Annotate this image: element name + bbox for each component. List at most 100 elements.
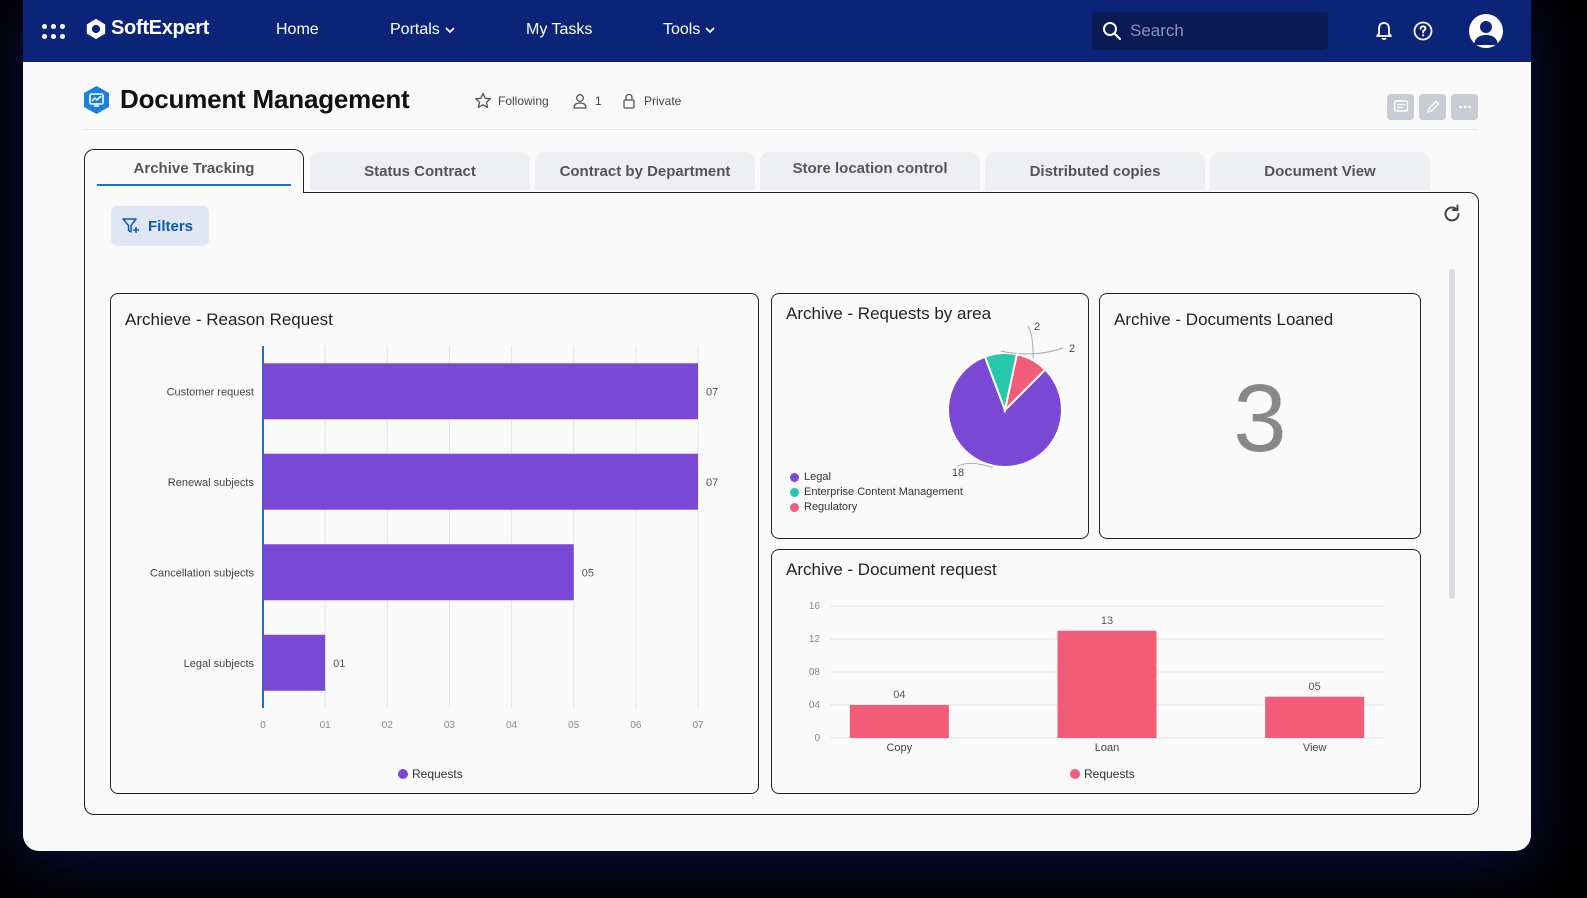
following-toggle[interactable]: Following: [474, 92, 549, 110]
filters-button[interactable]: Filters: [111, 206, 209, 246]
y-tick-label: 16: [809, 601, 821, 612]
x-tick-label: 05: [568, 720, 580, 731]
card-documents-loaned-title: Archive - Documents Loaned: [1114, 310, 1334, 329]
search-input[interactable]: [1130, 21, 1310, 41]
reason-request-chart: 0 01 02 03 04 05 06 07 Customer request 07 Renewa…: [150, 346, 718, 781]
page-header: Document Management Following 1 Private: [83, 80, 1478, 130]
nav-tools[interactable]: Tools: [663, 21, 715, 39]
nav-my-tasks[interactable]: My Tasks: [526, 21, 592, 39]
tab-distributed-copies[interactable]: Distributed copies: [985, 152, 1205, 190]
legend-item-regulatory: Regulatory: [790, 501, 963, 513]
page-title: Document Management: [120, 84, 410, 114]
legend-dot-requests: [398, 769, 408, 779]
legend-label-requests: Requests: [412, 767, 463, 781]
comment-icon: [1393, 100, 1408, 112]
brand-logo[interactable]: SoftExpert: [85, 17, 209, 40]
tab-store-location-control[interactable]: Store location control: [760, 152, 980, 190]
x-tick-label: 0: [260, 720, 266, 731]
category-label: Renewal subjects: [168, 477, 255, 489]
data-label: 05: [1309, 681, 1321, 693]
nav-portals-label: Portals: [390, 21, 440, 38]
bar-legal-subjects: [263, 634, 326, 691]
card-requests-by-area-title: Archive - Requests by area: [786, 304, 992, 323]
data-label: 07: [706, 477, 718, 489]
pie-leader-line: [1027, 325, 1034, 359]
followers-count[interactable]: 1: [571, 92, 602, 110]
pencil-icon: [1426, 100, 1439, 113]
bar-cancellation-subjects: [263, 544, 574, 601]
tab-document-view-label: Document View: [1264, 163, 1376, 180]
app-launcher-icon[interactable]: [42, 24, 66, 40]
nav-home-label: Home: [276, 21, 319, 38]
pie-value-label: 2: [1069, 343, 1075, 355]
pie-value-label: 18: [952, 467, 964, 479]
filter-add-icon: [122, 218, 139, 233]
card-documents-loaned: Archive - Documents Loaned 3: [1099, 293, 1421, 539]
privacy-label: Private: [644, 94, 682, 108]
comments-button[interactable]: [1387, 94, 1414, 120]
category-label: View: [1303, 742, 1327, 754]
category-label: Copy: [886, 742, 912, 754]
more-options-button[interactable]: [1451, 94, 1478, 120]
data-label: 07: [706, 386, 718, 398]
user-icon: [573, 94, 587, 109]
x-tick-label: 06: [630, 720, 642, 731]
softexpert-logo-icon: [86, 18, 106, 39]
data-label: 13: [1101, 615, 1113, 627]
legend-label-regulatory: Regulatory: [804, 501, 858, 513]
help-icon[interactable]: [1412, 20, 1434, 42]
card-reason-request: Archieve - Reason Request 0 01 02 03 04 05 06 0…: [110, 293, 759, 794]
document-management-logo-icon: [84, 86, 109, 114]
bar-loan: [1057, 630, 1157, 738]
top-navbar: SoftExpert Home Portals My Tasks Tools: [23, 0, 1531, 62]
data-label: 01: [333, 658, 345, 670]
nav-home[interactable]: Home: [276, 21, 319, 39]
tab-contract-by-department[interactable]: Contract by Department: [535, 152, 755, 190]
active-tab-underline: [97, 184, 291, 186]
category-label: Cancellation subjects: [150, 567, 254, 579]
y-tick-label: 08: [809, 667, 821, 678]
y-tick-label: 04: [809, 700, 821, 711]
card-reason-request-title: Archieve - Reason Request: [125, 310, 333, 329]
user-avatar[interactable]: [1469, 14, 1503, 48]
card-document-request-title: Archive - Document request: [786, 560, 997, 579]
filters-label: Filters: [148, 217, 194, 235]
edit-button[interactable]: [1419, 94, 1446, 120]
followers-count-value: 1: [595, 94, 602, 108]
tab-archive-tracking-label: Archive Tracking: [133, 160, 255, 177]
refresh-icon[interactable]: [1441, 203, 1463, 225]
panel-scrollbar[interactable]: [1449, 269, 1455, 599]
pie-slice-regulatory: [1003, 353, 1047, 414]
bar-view: [1265, 696, 1365, 738]
legend-label-legal: Legal: [804, 471, 831, 483]
tab-status-contract[interactable]: Status Contract: [310, 152, 530, 190]
nav-portals[interactable]: Portals: [390, 21, 455, 39]
x-tick-label: 07: [692, 720, 704, 731]
tab-document-view[interactable]: Document View: [1210, 152, 1430, 190]
category-label: Customer request: [167, 386, 254, 398]
nav-my-tasks-label: My Tasks: [526, 21, 593, 38]
search-icon: [1103, 22, 1122, 41]
user-avatar-icon: [1474, 21, 1498, 45]
bar-renewal-subjects: [263, 453, 698, 510]
y-tick-label: 12: [809, 634, 821, 645]
star-icon: [475, 92, 491, 109]
privacy-indicator[interactable]: Private: [620, 92, 681, 110]
x-tick-label: 02: [382, 720, 394, 731]
search-box: [1092, 12, 1328, 50]
card-requests-by-area: Archive - Requests by area 18 2 2 Legal En…: [771, 293, 1089, 539]
tab-store-location-control-label: Store location control: [792, 160, 948, 177]
x-tick-label: 01: [320, 720, 332, 731]
tab-distributed-copies-label: Distributed copies: [1029, 163, 1161, 180]
legend-dot-legal: [790, 472, 799, 482]
pie-value-label: 2: [1034, 321, 1040, 333]
tab-archive-tracking[interactable]: Archive Tracking: [84, 149, 304, 193]
legend-item-ecm: Enterprise Content Management: [790, 486, 963, 498]
legend-label-ecm: Enterprise Content Management: [804, 486, 963, 498]
pie-legend: Legal Enterprise Content Management Regu…: [790, 471, 963, 516]
legend-dot-requests: [1070, 769, 1080, 779]
tab-contract-by-department-label: Contract by Department: [559, 163, 731, 180]
y-tick-label: 0: [814, 733, 820, 744]
notifications-bell-icon[interactable]: [1373, 20, 1395, 42]
